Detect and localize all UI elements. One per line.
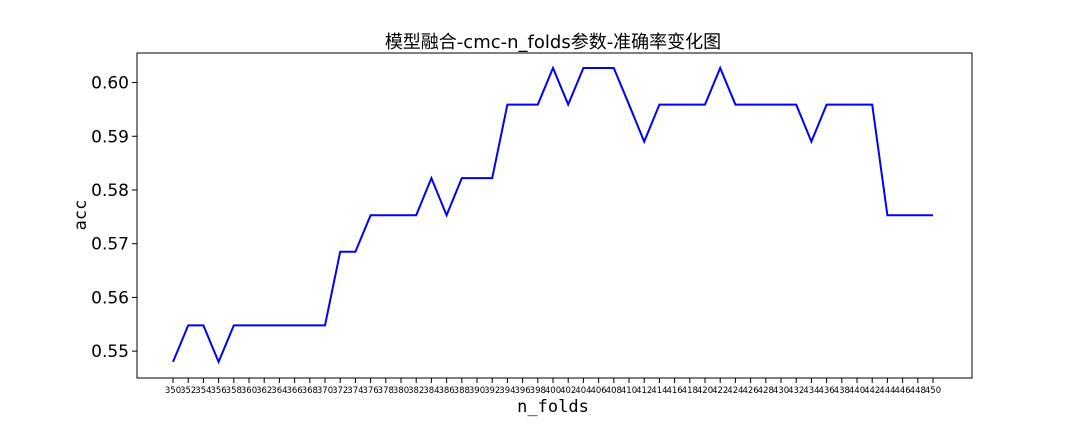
x-tick-label: 390 [469,386,485,396]
x-tick-label: 446 [894,386,910,396]
x-tick-label: 378 [378,386,394,396]
x-tick-label: 358 [226,386,242,396]
x-tick-label: 354 [195,386,211,396]
x-tick-label: 352 [180,386,196,396]
x-tick-label: 372 [332,386,348,396]
x-tick-label: 438 [834,386,850,396]
x-tick-label: 364 [271,386,287,396]
x-tick-label: 440 [849,386,865,396]
x-tick-label: 398 [530,386,546,396]
chart-title: 模型融合-cmc-n_folds参数-准确率变化图 [385,32,721,53]
series-line [172,65,933,365]
x-tick-label: 414 [651,386,667,396]
x-tick-label: 350 [165,386,181,396]
x-tick-label: 402 [560,386,576,396]
x-tick-label: 422 [712,386,728,396]
y-axis-label: acc [71,200,91,231]
y-tick-label: 0.60 [91,74,129,94]
x-tick-label: 356 [210,386,226,396]
x-tick-label: 362 [256,386,272,396]
x-tick-label: 396 [514,386,530,396]
x-tick-label: 376 [362,386,378,396]
x-tick-label: 366 [286,386,302,396]
x-tick-label: 444 [879,386,895,396]
y-tick-label: 0.57 [91,235,129,255]
y-tick-label: 0.55 [91,342,129,362]
x-axis-label: n_folds [517,397,589,417]
x-tick-label: 416 [666,386,682,396]
x-tick-label: 442 [864,386,880,396]
x-tick-label: 428 [758,386,774,396]
x-tick-label: 386 [438,386,454,396]
x-tick-label: 370 [317,386,333,396]
x-tick-label: 434 [803,386,819,396]
x-tick-label: 450 [925,386,941,396]
x-tick-label: 384 [423,386,439,396]
x-tick-label: 394 [499,386,515,396]
x-tick-label: 388 [454,386,470,396]
x-tick-label: 400 [545,386,561,396]
x-tick-label: 418 [682,386,698,396]
x-tick-label: 374 [347,386,363,396]
x-tick-label: 420 [697,386,713,396]
y-tick-label: 0.59 [91,127,129,147]
y-tick-label: 0.58 [91,181,129,201]
x-tick-label: 368 [302,386,318,396]
x-tick-label: 382 [408,386,424,396]
x-tick-label: 448 [910,386,926,396]
x-tick-label: 436 [818,386,834,396]
x-tick-label: 412 [636,386,652,396]
y-tick-label: 0.56 [91,288,129,308]
x-tick-label: 430 [773,386,789,396]
x-tick-label: 406 [590,386,606,396]
x-tick-label: 410 [621,386,637,396]
x-tick-label: 424 [727,386,743,396]
x-tick-label: 404 [575,386,591,396]
x-tick-label: 380 [393,386,409,396]
x-tick-label: 432 [788,386,804,396]
x-tick-label: 426 [742,386,758,396]
x-tick-label: 408 [606,386,622,396]
plot-frame [136,52,973,379]
x-tick-label: 360 [241,386,257,396]
x-tick-label: 392 [484,386,500,396]
